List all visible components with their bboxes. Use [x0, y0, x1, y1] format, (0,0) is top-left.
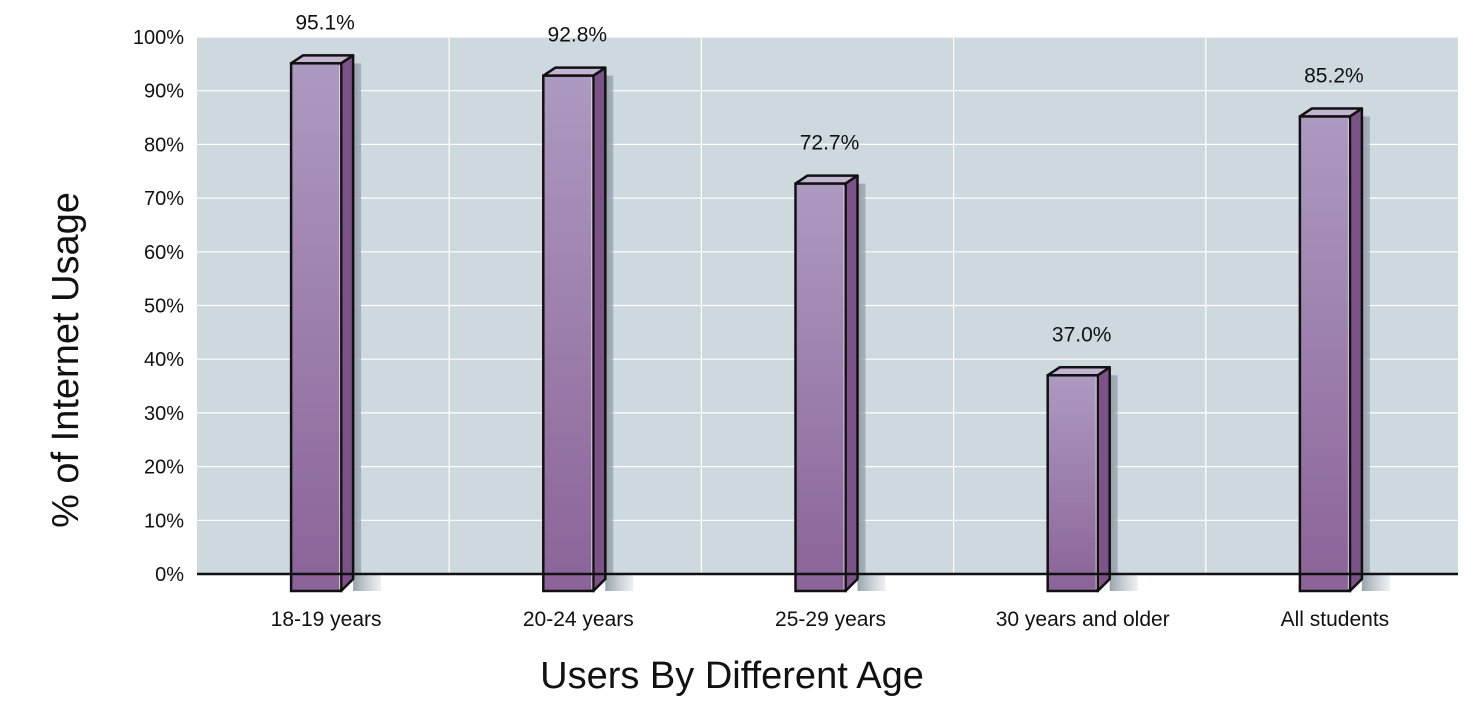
y-tick-label: 0%	[155, 564, 184, 586]
bar	[794, 174, 886, 593]
x-tick-label: 18-19 years	[271, 608, 382, 631]
y-axis-title: % of Internet Usage	[45, 192, 87, 528]
bar-side	[1348, 107, 1364, 593]
bar-shadow	[1109, 375, 1138, 591]
bar-side	[844, 174, 859, 593]
bar-front	[289, 62, 343, 593]
y-tick-label: 100%	[133, 27, 184, 49]
x-tick-label: 20-24 years	[523, 608, 634, 631]
y-tick-label: 40%	[144, 349, 184, 371]
bar-front	[542, 74, 595, 593]
bar-side	[339, 54, 355, 593]
data-label: 92.8%	[548, 24, 608, 47]
bar-front	[1046, 374, 1099, 593]
bar	[289, 54, 382, 593]
bar-front	[794, 182, 847, 593]
y-tick-label: 70%	[144, 188, 184, 210]
x-axis-labels: 18-19 years 20-24 years 25-29 years 30 year…	[271, 608, 1390, 631]
data-label: 72.7%	[800, 132, 860, 155]
bar-side	[592, 66, 607, 593]
y-tick-label: 90%	[144, 81, 184, 103]
bar-shadow	[605, 75, 634, 591]
bar	[542, 66, 634, 593]
x-tick-label: All students	[1281, 608, 1390, 631]
y-tick-label: 50%	[144, 296, 184, 318]
y-tick-label: 10%	[144, 510, 184, 532]
y-tick-label: 30%	[144, 403, 184, 425]
y-tick-label: 80%	[144, 134, 184, 156]
bars: 95.1% 92.8% 72.7% 37.0% 85.2%	[289, 11, 1390, 593]
y-tick-label: 60%	[144, 242, 184, 264]
bar	[1298, 107, 1390, 593]
bar-shadow	[857, 183, 886, 591]
y-tick-label: 20%	[144, 457, 184, 479]
x-tick-label: 30 years and older	[996, 608, 1170, 631]
bar-shadow	[1361, 116, 1390, 591]
bar-shadow	[353, 63, 382, 592]
data-label: 85.2%	[1304, 64, 1364, 87]
y-axis-ticks: 0% 10% 20% 30% 40% 50% 60% 70% 80% 90% 100%	[133, 27, 184, 586]
data-label: 95.1%	[295, 11, 355, 34]
x-axis-title: Users By Different Age	[540, 655, 924, 697]
bar	[1046, 366, 1138, 593]
bar-side	[1096, 366, 1111, 593]
x-tick-label: 25-29 years	[775, 608, 886, 631]
data-label: 37.0%	[1052, 323, 1112, 346]
bar-front	[1298, 115, 1352, 593]
